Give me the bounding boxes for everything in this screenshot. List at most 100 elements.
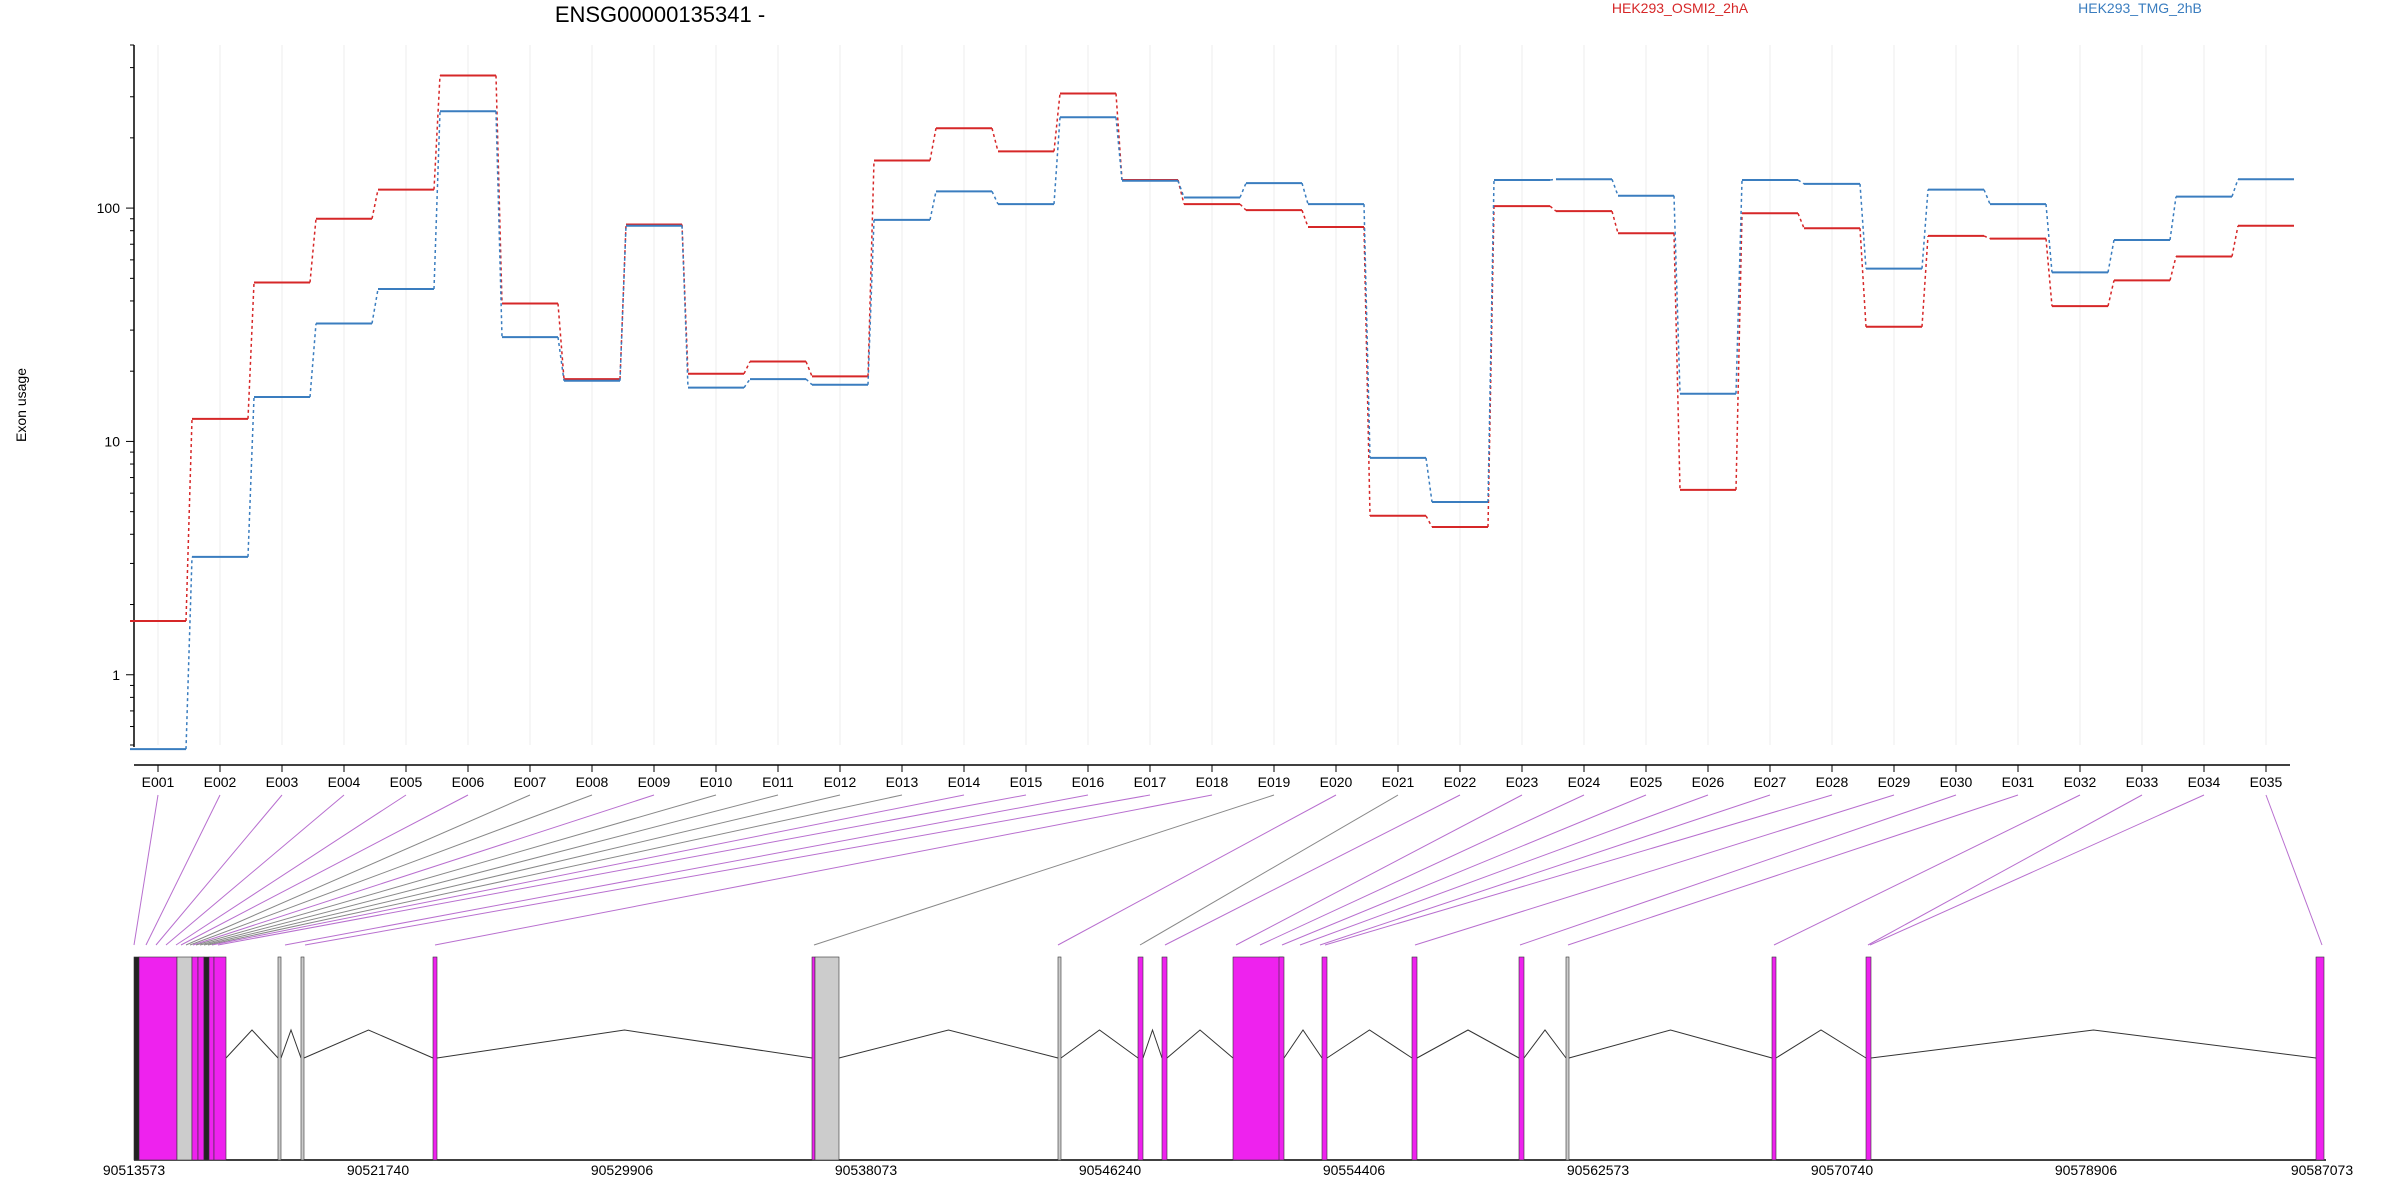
exon-block-counted bbox=[1321, 956, 1328, 1161]
genomic-coordinate-label: 90521740 bbox=[347, 1162, 410, 1178]
x-tick-label: E006 bbox=[452, 774, 485, 790]
series-step bbox=[557, 303, 565, 380]
series-step bbox=[371, 189, 379, 219]
series-step bbox=[1239, 182, 1247, 198]
exon-connector-line bbox=[207, 794, 903, 946]
x-tick-label: E012 bbox=[824, 774, 857, 790]
exon-block-uncounted bbox=[277, 956, 282, 1161]
series-step bbox=[805, 361, 813, 377]
series-step bbox=[805, 378, 813, 386]
x-tick-label: E018 bbox=[1196, 774, 1229, 790]
y-tick-label: 10 bbox=[104, 433, 120, 449]
x-tick-label: E034 bbox=[2188, 774, 2221, 790]
exon-connector-line bbox=[284, 794, 1089, 946]
exon-connector-line bbox=[1773, 794, 2081, 946]
series-step bbox=[929, 191, 937, 221]
series-step bbox=[2107, 280, 2115, 307]
series-step bbox=[2169, 196, 2177, 241]
exon-connector-line bbox=[180, 794, 469, 946]
exon-block-uncounted bbox=[1565, 956, 1570, 1161]
series-step bbox=[309, 218, 317, 283]
series-step bbox=[1859, 228, 1867, 327]
x-tick-label: E028 bbox=[1816, 774, 1849, 790]
legend-label-series-2: HEK293_TMG_2hB bbox=[2078, 0, 2202, 16]
exon-connector-line bbox=[1281, 794, 1647, 946]
intron-line bbox=[838, 1029, 1059, 1059]
intron-line bbox=[1283, 1029, 1323, 1059]
series-step bbox=[2169, 256, 2177, 281]
series-step bbox=[185, 418, 193, 622]
intron-line bbox=[1060, 1029, 1139, 1059]
series-step bbox=[1611, 210, 1619, 234]
exon-block-counted bbox=[2315, 956, 2325, 1161]
exon-connector-line bbox=[175, 794, 407, 946]
series-step bbox=[743, 378, 751, 389]
series-step bbox=[247, 282, 255, 419]
x-tick-label: E009 bbox=[638, 774, 671, 790]
x-tick-label: E014 bbox=[948, 774, 981, 790]
x-tick-label: E033 bbox=[2126, 774, 2159, 790]
series-step bbox=[991, 191, 999, 205]
exon-connector-line bbox=[1235, 794, 1523, 946]
series-step bbox=[929, 128, 937, 161]
genomic-coordinate-axis: 90513573 90521740 90529906 90538073 90546240… bbox=[103, 1162, 2354, 1178]
series-step bbox=[1983, 189, 1991, 205]
intron-line bbox=[1166, 1029, 1234, 1059]
series-step bbox=[619, 224, 627, 380]
exon-connectors bbox=[133, 794, 2323, 946]
series-step bbox=[619, 225, 627, 381]
genomic-coordinate-label: 90513573 bbox=[103, 1162, 166, 1178]
genomic-coordinate-label: 90578906 bbox=[2055, 1162, 2118, 1178]
series-step bbox=[557, 336, 565, 381]
exon-block-counted bbox=[1865, 956, 1872, 1161]
x-tick-label: E023 bbox=[1506, 774, 1539, 790]
intron-line bbox=[1775, 1029, 1867, 1059]
series-step bbox=[1921, 189, 1929, 269]
exon-connector-line bbox=[185, 794, 531, 946]
exon-block-counted bbox=[1161, 956, 1168, 1161]
exon-block-uncounted bbox=[300, 956, 305, 1161]
series-step bbox=[1425, 515, 1433, 528]
x-tick-label: E029 bbox=[1878, 774, 1911, 790]
genomic-coordinate-label: 90570740 bbox=[1811, 1162, 1874, 1178]
series-step bbox=[2045, 238, 2053, 307]
series-step bbox=[1859, 183, 1867, 269]
exon-block-uncounted bbox=[176, 956, 193, 1161]
series-step bbox=[2231, 225, 2239, 257]
exon-block-counted bbox=[1411, 956, 1418, 1161]
series-step bbox=[1239, 203, 1247, 211]
x-tick-label: E027 bbox=[1754, 774, 1787, 790]
series-step bbox=[1797, 179, 1805, 185]
intron-line bbox=[1416, 1029, 1520, 1059]
intron-line bbox=[1870, 1029, 2317, 1059]
exon-block-counted bbox=[1278, 956, 1285, 1161]
exon-block-uncounted bbox=[1057, 956, 1062, 1161]
intron-line bbox=[436, 1029, 813, 1059]
exon-connector-line bbox=[2265, 794, 2323, 946]
exon-block-counted bbox=[197, 956, 205, 1161]
exon-connector-line bbox=[1139, 794, 1399, 946]
exon-connector-line bbox=[211, 794, 965, 946]
series-step bbox=[247, 396, 255, 557]
x-tick-label: E011 bbox=[762, 774, 794, 790]
chart-title: ENSG00000135341 - bbox=[555, 2, 765, 27]
series-step bbox=[309, 323, 317, 398]
x-tick-label: E035 bbox=[2250, 774, 2283, 790]
exon-connector-line bbox=[1869, 794, 2205, 946]
series-step bbox=[495, 75, 503, 304]
y-tick-label: 100 bbox=[97, 200, 121, 216]
x-tick-label: E003 bbox=[266, 774, 299, 790]
intron-line bbox=[1523, 1029, 1567, 1059]
exon-connector-line bbox=[1519, 794, 1957, 946]
exon-connector-line bbox=[217, 794, 1027, 946]
exon-block-counted bbox=[1137, 956, 1144, 1161]
exon-block-counted bbox=[203, 956, 210, 1161]
x-tick-label: E001 bbox=[142, 774, 175, 790]
series-step bbox=[1673, 233, 1681, 490]
exon-connector-line bbox=[195, 794, 717, 946]
x-tick-label: E005 bbox=[390, 774, 423, 790]
series-step bbox=[991, 128, 999, 152]
y-tick-label: 1 bbox=[112, 667, 120, 683]
x-tick-label: E007 bbox=[514, 774, 547, 790]
exon-block-counted bbox=[432, 956, 438, 1161]
